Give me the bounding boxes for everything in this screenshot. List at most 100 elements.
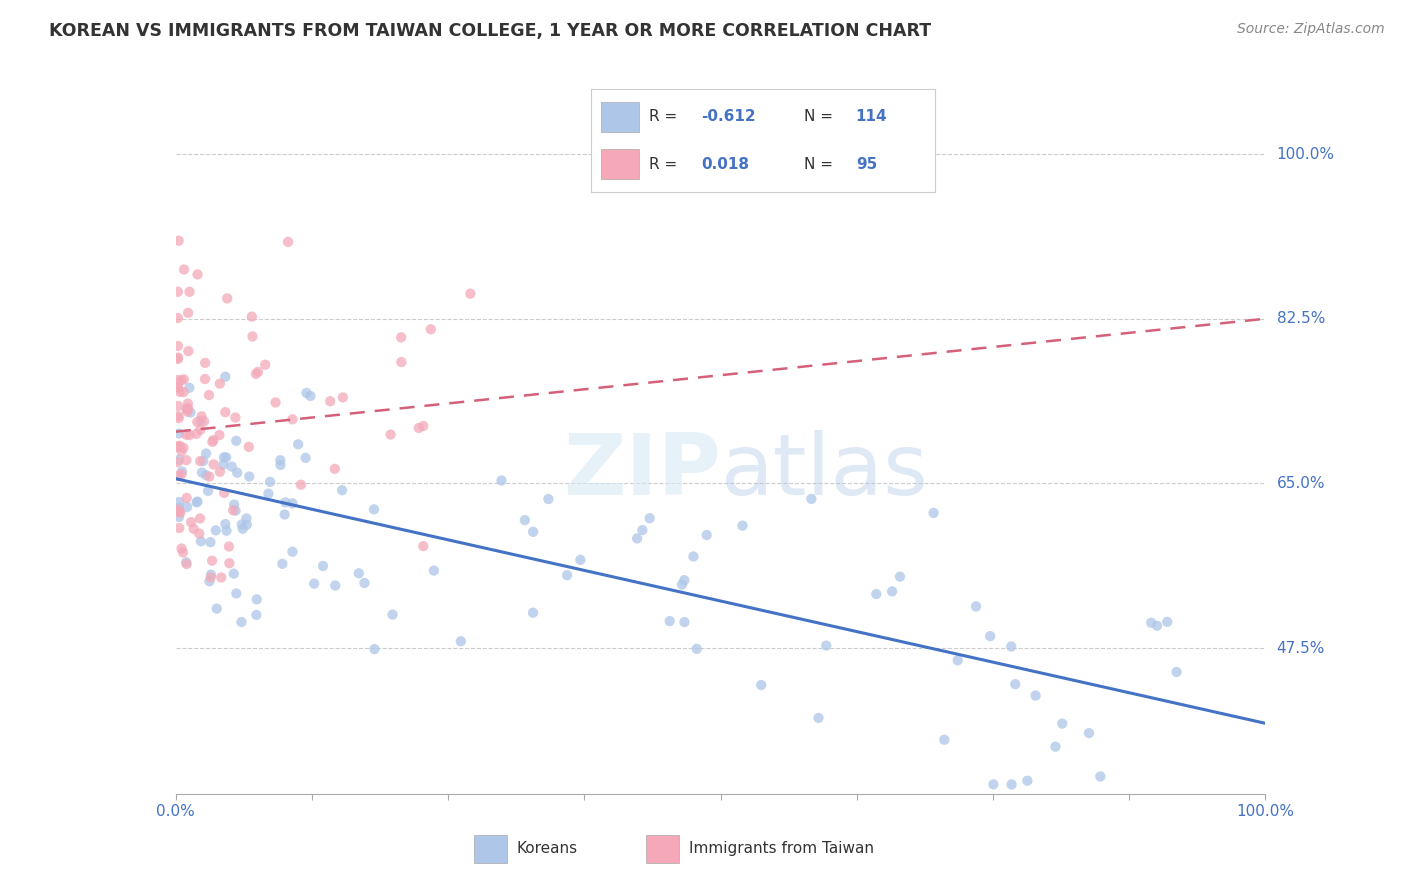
- Text: -0.612: -0.612: [700, 110, 755, 124]
- Point: [491, 474, 513, 488]
- Point: [176, 402, 198, 417]
- Point: [1000, 777, 1022, 791]
- Point: [671, 577, 693, 591]
- Text: KOREAN VS IMMIGRANTS FROM TAIWAN COLLEGE, 1 YEAR OR MORE CORRELATION CHART: KOREAN VS IMMIGRANTS FROM TAIWAN COLLEGE…: [49, 22, 931, 40]
- Point: [167, 510, 190, 524]
- Point: [1078, 726, 1101, 740]
- Point: [222, 503, 245, 517]
- Point: [215, 524, 238, 538]
- Point: [193, 454, 215, 468]
- Point: [191, 466, 214, 480]
- Point: [186, 495, 208, 509]
- Point: [389, 330, 412, 344]
- Text: 82.5%: 82.5%: [1277, 311, 1324, 326]
- Bar: [600, 149, 638, 179]
- Point: [208, 376, 231, 391]
- Point: [167, 495, 190, 509]
- Point: [214, 369, 236, 384]
- Point: [254, 358, 277, 372]
- Point: [167, 310, 190, 325]
- Text: 47.5%: 47.5%: [1277, 640, 1324, 656]
- Point: [271, 557, 294, 571]
- Point: [537, 491, 560, 506]
- Point: [225, 586, 247, 600]
- Point: [167, 452, 190, 467]
- Point: [218, 556, 240, 570]
- Point: [626, 532, 648, 546]
- Point: [170, 467, 193, 482]
- Point: [412, 539, 434, 553]
- Point: [194, 356, 217, 370]
- Text: 65.0%: 65.0%: [1277, 476, 1324, 491]
- Point: [173, 372, 195, 386]
- Point: [212, 486, 235, 500]
- Point: [423, 564, 446, 578]
- Point: [202, 458, 225, 472]
- Point: [312, 559, 335, 574]
- Point: [380, 427, 402, 442]
- Text: R =: R =: [650, 110, 682, 124]
- Point: [281, 412, 304, 426]
- Point: [225, 503, 247, 517]
- Point: [176, 405, 198, 419]
- Point: [170, 444, 193, 458]
- Point: [1000, 640, 1022, 654]
- Point: [208, 428, 231, 442]
- Point: [270, 458, 292, 472]
- Point: [353, 576, 375, 591]
- Point: [319, 394, 342, 409]
- Point: [188, 526, 211, 541]
- Point: [169, 506, 191, 520]
- Point: [179, 285, 201, 299]
- Point: [167, 285, 190, 299]
- Point: [295, 386, 318, 401]
- Point: [242, 329, 264, 343]
- Point: [235, 511, 257, 525]
- Point: [299, 389, 322, 403]
- Point: [167, 339, 190, 353]
- Point: [323, 578, 346, 592]
- Point: [186, 494, 208, 508]
- Point: [217, 292, 239, 306]
- Point: [167, 399, 190, 413]
- Point: [167, 380, 190, 394]
- Point: [177, 401, 200, 416]
- Point: [259, 475, 281, 489]
- Point: [347, 566, 370, 581]
- Point: [190, 409, 212, 424]
- Point: [170, 541, 193, 556]
- Point: [214, 517, 236, 532]
- Text: Source: ZipAtlas.com: Source: ZipAtlas.com: [1237, 22, 1385, 37]
- Point: [174, 555, 197, 569]
- Point: [231, 517, 253, 532]
- Point: [224, 410, 246, 425]
- Point: [1052, 716, 1074, 731]
- Point: [287, 437, 309, 451]
- Point: [167, 411, 190, 425]
- Point: [224, 498, 246, 512]
- Text: Immigrants from Taiwan: Immigrants from Taiwan: [689, 841, 873, 855]
- Point: [195, 446, 218, 460]
- Point: [188, 423, 211, 437]
- Point: [450, 634, 472, 648]
- Point: [169, 439, 191, 453]
- Point: [1004, 677, 1026, 691]
- Point: [167, 426, 190, 441]
- Point: [179, 428, 201, 442]
- Point: [231, 615, 253, 629]
- Point: [201, 434, 224, 449]
- Point: [246, 592, 269, 607]
- Point: [190, 534, 212, 549]
- Point: [658, 614, 681, 628]
- Point: [696, 528, 718, 542]
- Point: [800, 491, 823, 506]
- Point: [815, 639, 838, 653]
- Point: [934, 732, 956, 747]
- Point: [200, 567, 222, 582]
- Point: [183, 522, 205, 536]
- Point: [212, 458, 235, 472]
- Point: [179, 381, 201, 395]
- Point: [1025, 689, 1047, 703]
- Point: [177, 344, 200, 359]
- Point: [193, 414, 215, 428]
